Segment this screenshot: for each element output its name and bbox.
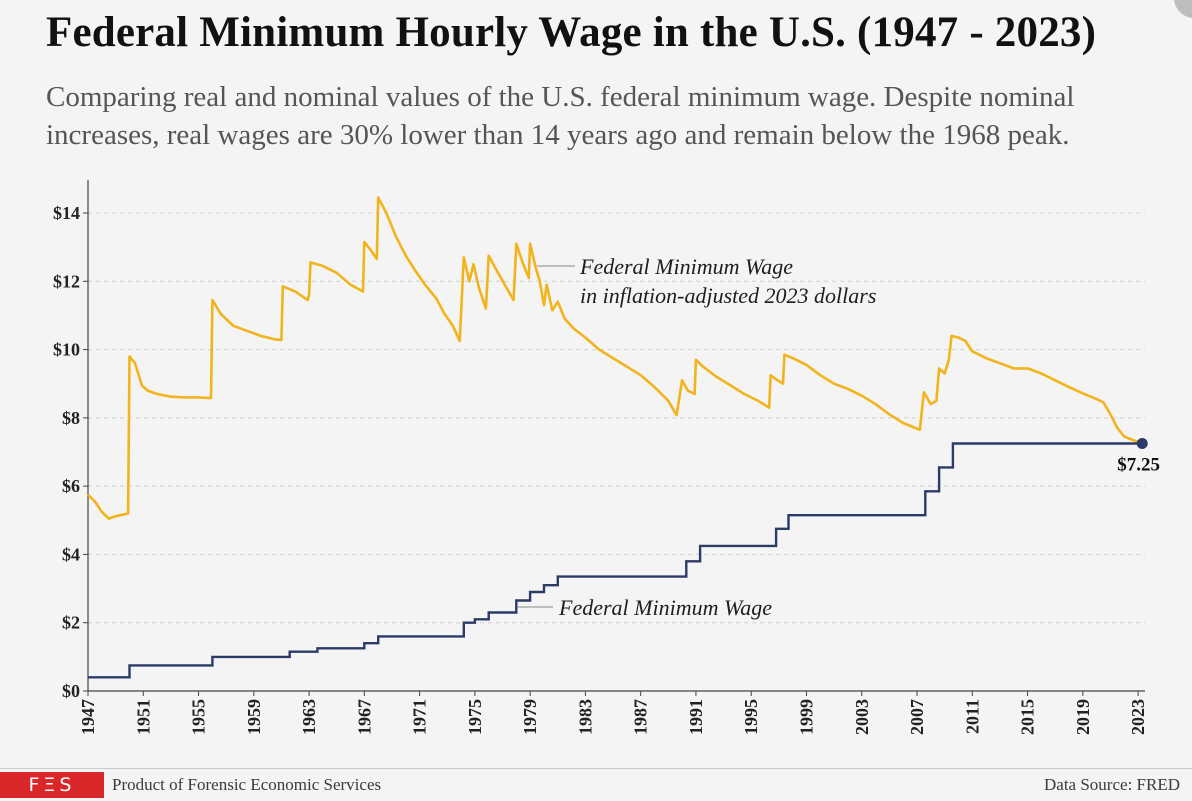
x-tick-label: 1959 (244, 699, 264, 735)
footer-bar: FΞS Product of Forensic Economic Service… (0, 768, 1192, 801)
fes-logo: FΞS (0, 772, 104, 798)
x-tick-label: 1971 (410, 699, 430, 735)
y-tick-label: $4 (62, 544, 80, 564)
y-tick-label: $12 (53, 271, 80, 291)
real-wage-series-label: in inflation-adjusted 2023 dollars (580, 283, 876, 308)
x-tick-label: 1983 (575, 699, 595, 735)
x-tick-label: 1987 (631, 699, 651, 735)
x-tick-label: 1967 (354, 699, 374, 735)
x-tick-label: 1995 (741, 699, 761, 735)
y-tick-label: $0 (62, 681, 80, 701)
x-tick-label: 1999 (796, 699, 816, 735)
x-tick-label: 1951 (133, 699, 153, 735)
x-tick-label: 2007 (907, 699, 927, 735)
x-tick-label: 2011 (962, 699, 982, 734)
x-tick-label: 2015 (1018, 699, 1038, 735)
data-source: Data Source: FRED (1044, 775, 1180, 794)
y-tick-label: $6 (62, 476, 80, 496)
real-wage-series-label: Federal Minimum Wage (579, 254, 793, 279)
y-tick-label: $14 (53, 203, 80, 223)
x-tick-label: 2023 (1128, 699, 1148, 735)
x-tick-label: 1947 (78, 699, 98, 735)
chart-title: Federal Minimum Hourly Wage in the U.S. … (46, 9, 1097, 56)
chart-plot-area: $0 $2 $4 $6 $8 $10 $12 $14 1947 1951 1955 1959 1963 1… (53, 180, 1160, 735)
end-point-marker (1136, 437, 1148, 449)
x-tick-label: 2019 (1073, 699, 1093, 735)
y-tick-label: $8 (62, 408, 80, 428)
x-tick-label: 1975 (465, 699, 485, 735)
x-tick-label: 1963 (299, 699, 319, 735)
x-tick-label: 1991 (686, 699, 706, 735)
x-tick-label: 2003 (852, 699, 872, 735)
end-value-label: $7.25 (1117, 454, 1160, 475)
nominal-wage-series-label: Federal Minimum Wage (558, 595, 772, 620)
y-tick-label: $2 (62, 613, 80, 633)
footer-credit: Product of Forensic Economic Services (112, 775, 382, 794)
x-tick-label: 1979 (520, 699, 540, 735)
real-wage-line (87, 196, 1143, 520)
x-tick-label: 1955 (189, 699, 209, 735)
chart-subtitle: Comparing real and nominal values of the… (46, 81, 1075, 151)
nominal-wage-line (88, 442, 1143, 679)
y-tick-label: $10 (53, 340, 80, 360)
